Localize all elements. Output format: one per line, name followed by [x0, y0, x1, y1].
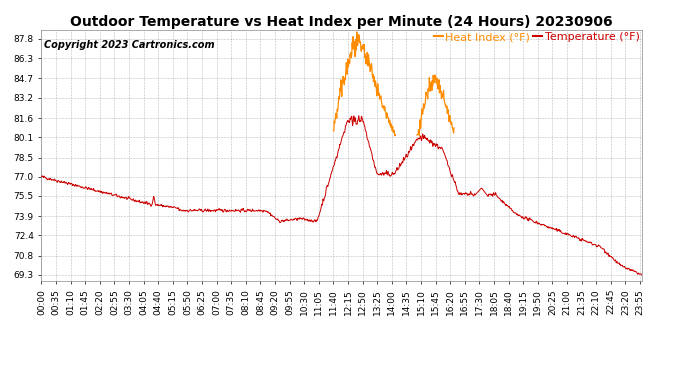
- Title: Outdoor Temperature vs Heat Index per Minute (24 Hours) 20230906: Outdoor Temperature vs Heat Index per Mi…: [70, 15, 613, 29]
- Text: Copyright 2023 Cartronics.com: Copyright 2023 Cartronics.com: [44, 40, 215, 50]
- Legend: Heat Index (°F), Temperature (°F): Heat Index (°F), Temperature (°F): [434, 32, 640, 42]
